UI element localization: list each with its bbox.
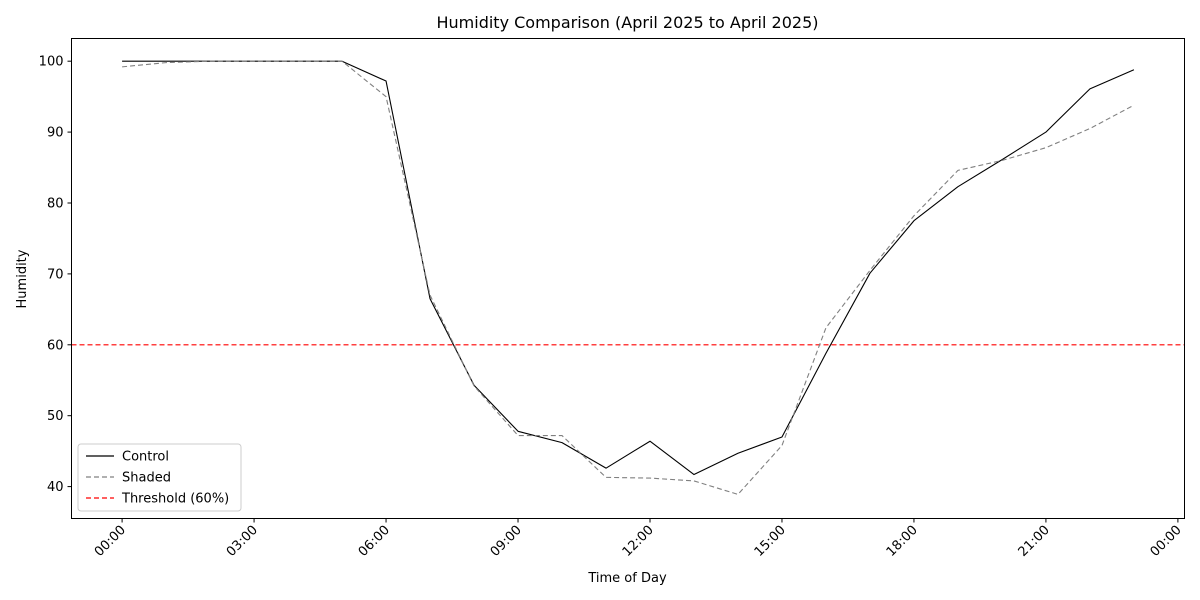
plot-frame [71,38,1185,519]
y-tick-label: 70 [47,267,64,282]
x-tick-label: 12:00 [620,523,657,560]
x-tick-label: 18:00 [884,523,921,560]
x-tick-label: 09:00 [488,523,525,560]
y-tick-label: 60 [47,338,64,353]
legend-box [77,443,242,512]
chart-title: Humidity Comparison (April 2025 to April… [437,13,819,32]
x-axis-ticks: 00:00 03:00 06:00 09:00 12:00 15:00 18:00 21:00… [92,518,1185,560]
legend-entry: Shaded [122,471,171,486]
legend: Control Shaded Threshold (60%) [77,443,242,512]
legend-entry: Control [122,450,169,465]
x-tick-label: 15:00 [752,523,789,560]
x-axis-label: Time of Day [587,571,667,586]
x-tick-label: 21:00 [1016,523,1053,560]
x-tick-label: 03:00 [224,523,261,560]
legend-entry: Threshold (60%) [121,492,229,507]
series-line-control [122,60,1135,476]
x-tick-label: 06:00 [356,523,393,560]
y-axis-ticks: 40 50 60 70 80 90 100 [39,55,72,495]
y-tick-label: 100 [39,55,64,70]
y-axis-label: Humidity [15,249,30,308]
y-tick-label: 90 [47,126,64,141]
plot-area [71,60,1185,495]
x-tick-label: 00:00 [1148,523,1185,560]
y-tick-label: 40 [47,480,64,495]
x-tick-label: 00:00 [92,523,129,560]
series-line-shaded [122,60,1135,495]
y-tick-label: 80 [47,196,64,211]
y-tick-label: 50 [47,409,64,424]
